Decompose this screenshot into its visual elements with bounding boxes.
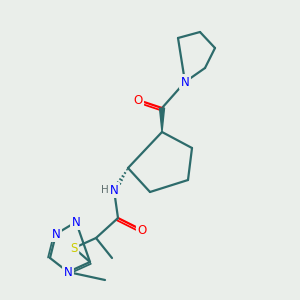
Text: O: O xyxy=(134,94,142,106)
Text: S: S xyxy=(70,242,78,254)
Text: N: N xyxy=(181,76,189,88)
Text: O: O xyxy=(137,224,147,236)
Text: N: N xyxy=(72,215,80,229)
Text: N: N xyxy=(72,215,80,229)
Text: H: H xyxy=(101,185,109,195)
Text: N: N xyxy=(110,184,118,196)
Text: N: N xyxy=(110,184,118,196)
Text: O: O xyxy=(134,94,142,106)
Text: H: H xyxy=(101,185,109,195)
Text: N: N xyxy=(181,76,189,88)
Text: N: N xyxy=(64,266,72,278)
Text: N: N xyxy=(64,266,72,278)
Text: N: N xyxy=(52,227,60,241)
Text: N: N xyxy=(52,227,60,241)
Text: O: O xyxy=(137,224,147,236)
Text: S: S xyxy=(70,242,78,254)
Polygon shape xyxy=(160,108,164,132)
